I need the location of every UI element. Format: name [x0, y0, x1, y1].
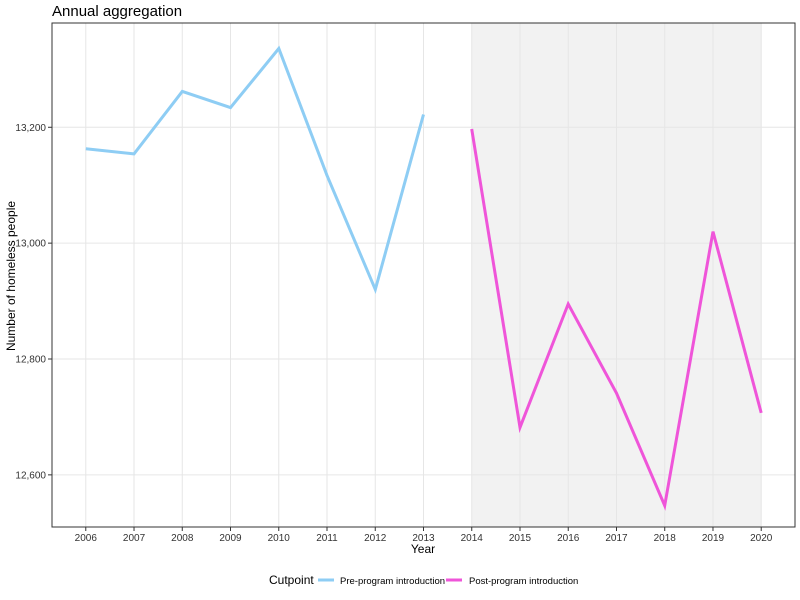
- x-tick-label-2019: 2019: [702, 533, 725, 544]
- series-line-post: [470, 128, 763, 511]
- x-tick-label-2011: 2011: [316, 533, 338, 544]
- x-tick-label-2012: 2012: [364, 533, 387, 544]
- y-tick-label-2: 13,000: [15, 239, 46, 250]
- y-tick-label-3: 13,200: [15, 123, 46, 134]
- x-axis-title: Year: [411, 542, 435, 556]
- y-tick-label-1: 12,800: [15, 355, 46, 366]
- x-tick-label-2010: 2010: [268, 533, 291, 544]
- x-tick-label-2018: 2018: [654, 533, 677, 544]
- legend-label-pre: Pre-program introduction: [340, 576, 445, 587]
- x-tick-label-2017: 2017: [605, 533, 628, 544]
- x-tick-label-2016: 2016: [557, 533, 580, 544]
- x-tick-label-2007: 2007: [123, 533, 146, 544]
- x-tick-label-2014: 2014: [461, 533, 484, 544]
- x-tick-label-2015: 2015: [509, 533, 532, 544]
- legend-title: Cutpoint: [269, 573, 314, 587]
- x-tick-label-2009: 2009: [219, 533, 242, 544]
- y-axis-title: Number of homeless people: [4, 201, 18, 351]
- x-tick-label-2013: 2013: [412, 533, 435, 544]
- y-tick-label-0: 12,600: [15, 470, 46, 481]
- x-tick-label-2008: 2008: [171, 533, 194, 544]
- plot-area: 2006 2007 2008 2009 2010 2011 2012 2013 2014 2015…: [15, 22, 796, 544]
- x-tick-label-2006: 2006: [75, 533, 98, 544]
- series-line-pre: [85, 45, 425, 295]
- x-tick-label-2020: 2020: [750, 533, 773, 544]
- legend: Cutpoint Pre-program introduction Post-p…: [269, 573, 578, 587]
- legend-label-post: Post-program introduction: [469, 576, 578, 587]
- chart-title: Annual aggregation: [52, 3, 182, 20]
